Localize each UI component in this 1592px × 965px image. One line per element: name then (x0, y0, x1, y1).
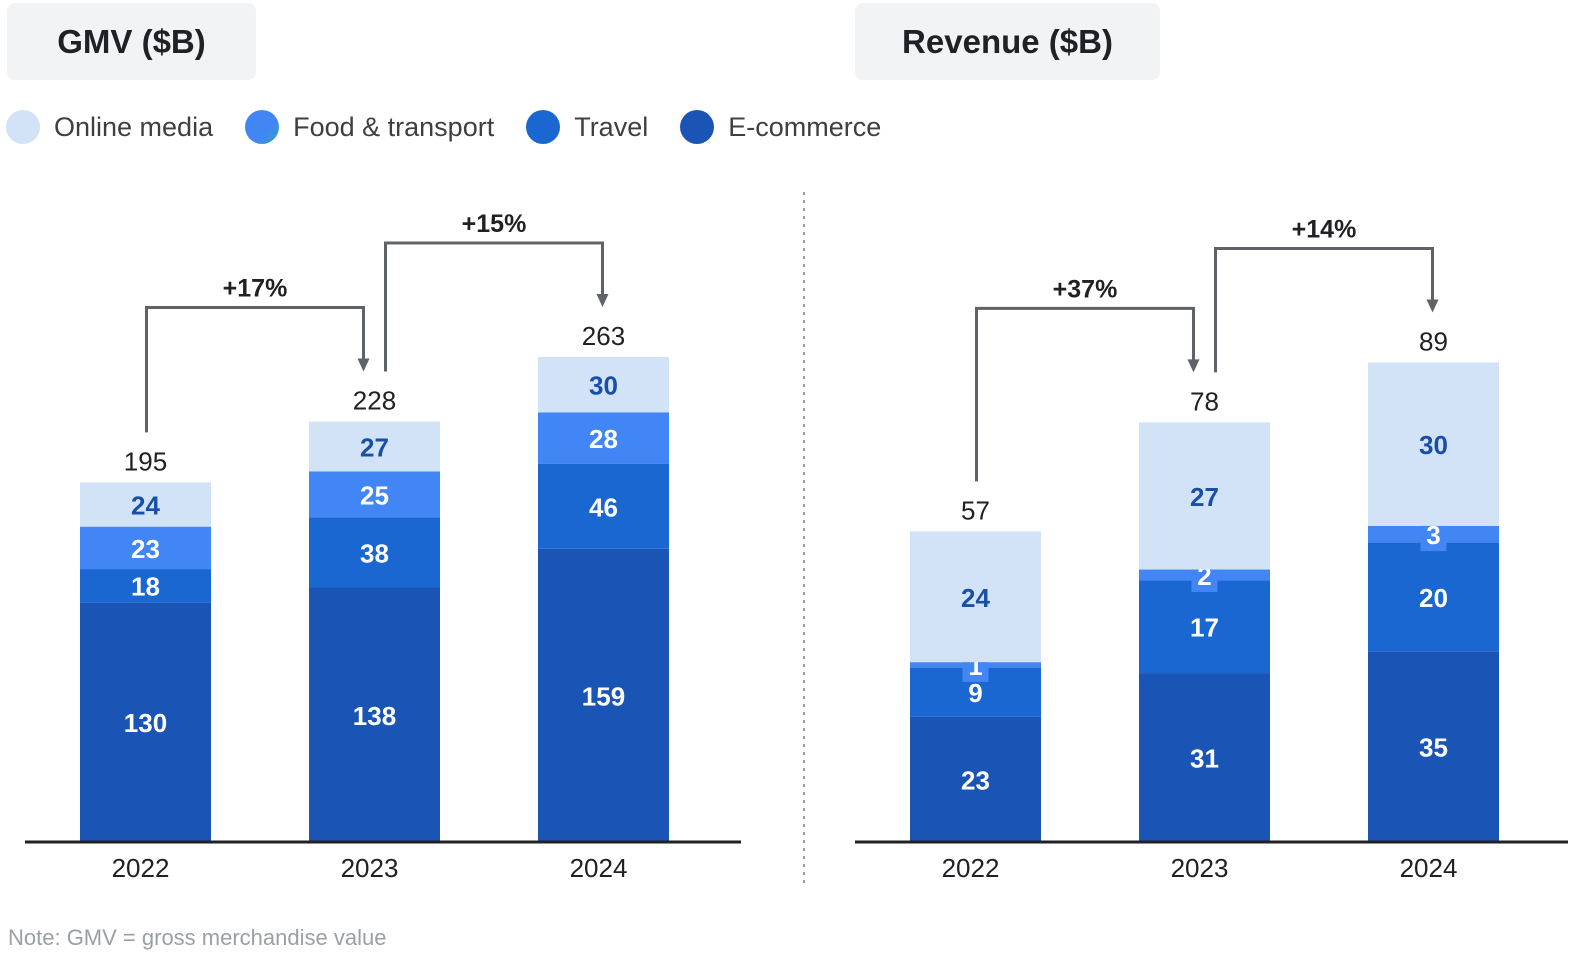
legend-label: E-commerce (728, 111, 882, 142)
bar-segment-e-commerce (910, 716, 1041, 842)
bar-segment-travel (80, 569, 211, 603)
legend: Online media Food & transport Travel E-c… (6, 110, 913, 144)
bar-segment-e-commerce (309, 587, 440, 842)
x-tick-label: 2023 (341, 853, 399, 883)
segment-value-label: 3 (1426, 520, 1440, 550)
bar-segment-travel (1139, 580, 1270, 674)
segment-value-label: 31 (1190, 744, 1219, 774)
bar-segment-online-media (538, 357, 669, 413)
segment-value-label: 24 (961, 583, 990, 613)
segment-value-label: 138 (353, 701, 396, 731)
total-label: 89 (1419, 326, 1448, 356)
bar-segment-e-commerce (80, 602, 211, 842)
arrow-down-icon (1187, 359, 1200, 373)
segment-value-label: 46 (589, 492, 618, 522)
x-tick-label: 2024 (570, 853, 628, 883)
segment-value-label: 20 (1419, 583, 1448, 613)
segment-value-label: 18 (131, 572, 160, 602)
segment-value-label: 24 (131, 491, 160, 521)
legend-food-transport: Food & transport (245, 110, 494, 144)
legend-swatch (6, 110, 40, 144)
x-tick-label: 2022 (112, 853, 170, 883)
gmv-title: GMV ($B) (7, 3, 256, 80)
arrow-down-icon (1426, 299, 1439, 313)
total-label: 195 (124, 446, 167, 476)
growth-label: +37% (1053, 275, 1118, 303)
segment-value-label: 38 (360, 538, 389, 568)
legend-swatch (526, 110, 561, 144)
bar-segment-e-commerce (1139, 673, 1270, 842)
growth-bracket (975, 306, 1195, 482)
segment-value-label: 30 (589, 371, 618, 401)
segment-value-label: 28 (589, 424, 618, 454)
bar-segment-e-commerce (1368, 651, 1499, 842)
growth-label: +14% (1292, 215, 1357, 243)
x-tick-label: 2024 (1400, 853, 1458, 883)
segment-value-label: 17 (1190, 613, 1219, 643)
legend-label: Online media (54, 111, 214, 142)
segment-value-label: 9 (968, 678, 982, 708)
segment-value-label: 30 (1419, 430, 1448, 460)
segment-value-label: 25 (360, 480, 389, 510)
arrow-down-icon (357, 358, 370, 372)
segment-value-label: 27 (1190, 482, 1219, 512)
bar-segment-travel (1368, 542, 1499, 652)
bar-segment-travel (309, 517, 440, 588)
segment-value-label: 35 (1419, 733, 1448, 763)
segment-value-label: 23 (131, 534, 160, 564)
total-label: 263 (582, 321, 625, 351)
segment-value-label: 130 (124, 708, 167, 738)
bar-segment-food-transport (309, 471, 440, 518)
growth-bracket (1214, 246, 1434, 373)
growth-bracket (145, 306, 365, 433)
total-label: 78 (1190, 386, 1219, 416)
total-label: 228 (353, 386, 396, 416)
x-tick-label: 2023 (1171, 853, 1229, 883)
bar-segment-food-transport (80, 526, 211, 570)
growth-label: +15% (462, 210, 527, 238)
legend-label: Travel (574, 111, 649, 142)
x-tick-label: 2022 (942, 853, 1000, 883)
legend-swatch (245, 110, 280, 144)
bar-segment-online-media (80, 482, 211, 527)
revenue-title: Revenue ($B) (855, 3, 1160, 80)
arrow-down-icon (596, 294, 609, 307)
legend-swatch (680, 110, 715, 144)
segment-value-label: 23 (961, 765, 990, 795)
bar-segment-online-media (910, 531, 1041, 663)
bar-segment-online-media (1368, 362, 1499, 526)
bar-segment-travel (538, 463, 669, 549)
growth-bracket (384, 241, 604, 372)
bar-segment-online-media (1139, 422, 1270, 570)
bar-segment-online-media (309, 421, 440, 472)
footnote: Note: GMV = gross merchandise value (8, 925, 387, 950)
segment-value-label: 159 (582, 681, 625, 711)
bar-segment-e-commerce (538, 548, 669, 842)
legend-e-commerce: E-commerce (680, 110, 881, 144)
legend-online-media: Online media (6, 110, 213, 144)
legend-travel: Travel (526, 110, 648, 144)
legend-label: Food & transport (293, 111, 495, 142)
total-label: 57 (961, 495, 990, 525)
segment-value-label: 27 (360, 432, 389, 462)
growth-label: +17% (223, 275, 288, 303)
bar-segment-food-transport (538, 412, 669, 464)
